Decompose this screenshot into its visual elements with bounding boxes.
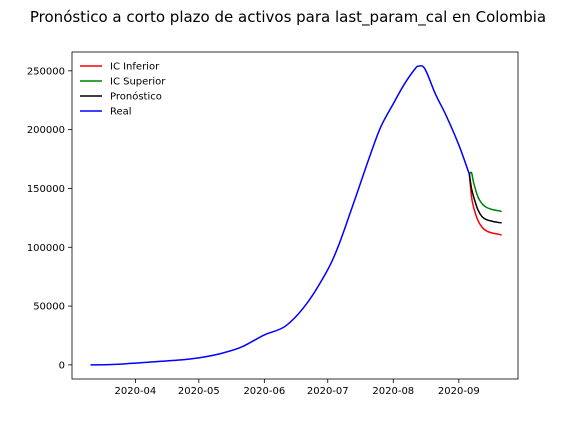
y-tick-label: 150000	[27, 184, 65, 195]
y-tick-label: 100000	[27, 243, 65, 254]
legend-label: Real	[110, 107, 132, 118]
x-tick-label: 2020-04	[115, 386, 157, 397]
x-tick-label: 2020-08	[372, 386, 414, 397]
x-tick-label: 2020-05	[178, 386, 220, 397]
legend-label: IC Inferior	[110, 62, 160, 73]
series-line-1	[468, 171, 502, 213]
plot-frame	[71, 51, 519, 380]
series-line-0	[468, 173, 502, 236]
chart-title: Pronóstico a corto plazo de activos para…	[29, 8, 547, 26]
plot-area	[90, 65, 502, 366]
x-tick-label: 2020-09	[438, 386, 480, 397]
axes: 2020-04 2020-05 2020-06 2020-07 2020-08 2020-…	[27, 51, 519, 397]
y-tick-label: 50000	[33, 302, 65, 313]
y-tick-label: 200000	[27, 125, 65, 136]
legend: IC Inferior IC Superior Pronóstico Real	[80, 62, 166, 118]
x-tick-label: 2020-06	[243, 386, 285, 397]
y-tick-label: 250000	[27, 66, 65, 77]
series-line-2	[468, 173, 502, 224]
y-tick-label: 0	[59, 360, 65, 371]
legend-label: IC Superior	[110, 77, 166, 88]
legend-label: Pronóstico	[110, 91, 162, 103]
x-tick-label: 2020-07	[307, 386, 349, 397]
series-line-3	[90, 65, 471, 366]
